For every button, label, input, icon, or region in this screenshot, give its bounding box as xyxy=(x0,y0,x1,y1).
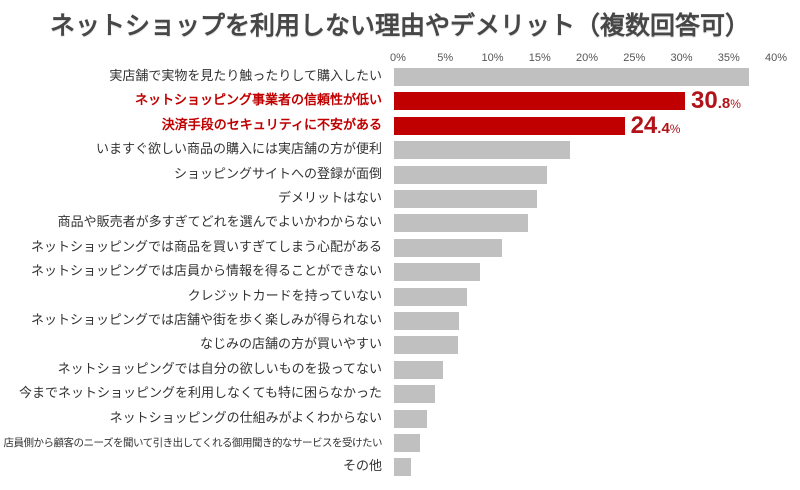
bar xyxy=(394,190,537,208)
category-label: 商品や販売者が多すぎてどれを選んでよいかわからない xyxy=(57,215,382,231)
bar-row: 店員側から顧客のニーズを聞いて引き出してくれる御用聞き的なサービスを受けたい xyxy=(0,431,800,455)
x-tick-label: 25% xyxy=(623,52,646,64)
highlighted-bar xyxy=(394,116,625,135)
bar-row: ネットショッピングでは自分の欲しいものを扱ってない xyxy=(0,358,800,382)
category-label: ネットショッピングの仕組みがよくわからない xyxy=(109,410,382,426)
category-label: いますぐ欲しい商品の購入には実店舗の方が便利 xyxy=(95,142,382,158)
x-tick-label: 10% xyxy=(481,52,504,64)
chart-title: ネットショップを利用しない理由やデメリット（複数回答可） xyxy=(49,11,750,40)
category-label: クレジットカードを持っていない xyxy=(187,288,382,304)
bar-row: ネットショッピング事業者の信頼性が低い 30.8% xyxy=(0,87,800,115)
bar xyxy=(394,409,428,428)
category-label: 実店舗で実物を見たり触ったりして購入したい xyxy=(109,69,382,84)
bar-row: その他 xyxy=(0,455,800,479)
category-label: なじみの店舗の方が買いやすい xyxy=(199,337,382,353)
bar xyxy=(394,214,529,233)
bar-row: 決済手段のセキュリティに不安がある 24.4% xyxy=(0,112,800,140)
bar xyxy=(394,287,467,306)
value-unit: % xyxy=(730,97,741,112)
value-label: 30.8% xyxy=(691,87,741,115)
value-int: 30 xyxy=(691,87,718,115)
category-label: 今までネットショッピングを利用しなくても特に困らなかった xyxy=(19,386,382,402)
category-label: ショッピングサイトへの登録が面倒 xyxy=(173,166,382,182)
bar-row: いますぐ欲しい商品の購入には実店舗の方が便利 xyxy=(0,138,800,162)
bar-row: デメリットはない xyxy=(0,187,800,211)
value-label: 24.4% xyxy=(631,112,681,140)
x-tick-label: 40% xyxy=(764,52,788,64)
category-label: ネットショッピングでは店員から情報を得ることができない xyxy=(30,264,382,280)
bar xyxy=(394,360,444,379)
x-tick-label: 35% xyxy=(717,52,740,64)
x-tick-label: 15% xyxy=(528,52,551,64)
bar xyxy=(394,141,570,160)
highlighted-bar xyxy=(394,92,686,111)
bar-row: クレジットカードを持っていない xyxy=(0,285,800,309)
bar-row: ネットショッピングでは店員から情報を得ることができない xyxy=(0,260,800,284)
bar xyxy=(394,165,548,184)
bar xyxy=(394,336,459,355)
bar xyxy=(394,458,411,477)
value-int: 24 xyxy=(630,111,658,139)
category-label: ネットショッピングでは自分の欲しいものを扱ってない xyxy=(57,361,382,377)
x-tick-label: 30% xyxy=(670,52,693,64)
bar-row: 今までネットショッピングを利用しなくても特に困らなかった xyxy=(0,382,800,406)
bar xyxy=(394,385,435,404)
category-label: 決済手段のセキュリティに不安がある xyxy=(161,117,382,133)
bar-row: なじみの店舗の方が買いやすい xyxy=(0,333,800,357)
bar-row: 実店舗で実物を見たり触ったりして購入したい xyxy=(0,65,800,89)
bar xyxy=(394,238,502,257)
category-label: 店員側から顧客のニーズを聞いて引き出してくれる御用聞き的なサービスを受けたい xyxy=(3,437,382,449)
bar xyxy=(394,263,480,282)
x-tick-label: 0% xyxy=(390,52,406,64)
bar-row: ネットショッピングでは商品を買いすぎてしまう心配がある xyxy=(0,236,800,260)
category-label: ネットショッピングでは商品を買いすぎてしまう心配がある xyxy=(30,239,382,255)
bar-row: ネットショッピングでは店舗や街を歩く楽しみが得られない xyxy=(0,309,800,333)
x-axis: 0% 5% 10% 15% 20% 25% 30% 35% 40% xyxy=(0,52,800,68)
category-label: その他 xyxy=(342,459,382,475)
category-label: ネットショッピング事業者の信頼性が低い xyxy=(134,93,382,109)
bar xyxy=(394,68,750,86)
bar-row: 商品や販売者が多すぎてどれを選んでよいかわからない xyxy=(0,211,800,235)
value-dec: .8 xyxy=(717,95,731,113)
x-tick-label: 20% xyxy=(575,52,599,64)
bar xyxy=(394,312,460,330)
category-label: ネットショッピングでは店舗や街を歩く楽しみが得られない xyxy=(30,313,382,328)
bar xyxy=(394,434,421,452)
value-unit: % xyxy=(669,121,681,136)
x-tick-label: 5% xyxy=(437,52,454,64)
value-dec: .4 xyxy=(657,119,670,137)
bar-row: ネットショッピングの仕組みがよくわからない xyxy=(0,407,800,431)
category-label: デメリットはない xyxy=(277,191,382,206)
bar-row: ショッピングサイトへの登録が面倒 xyxy=(0,163,800,187)
